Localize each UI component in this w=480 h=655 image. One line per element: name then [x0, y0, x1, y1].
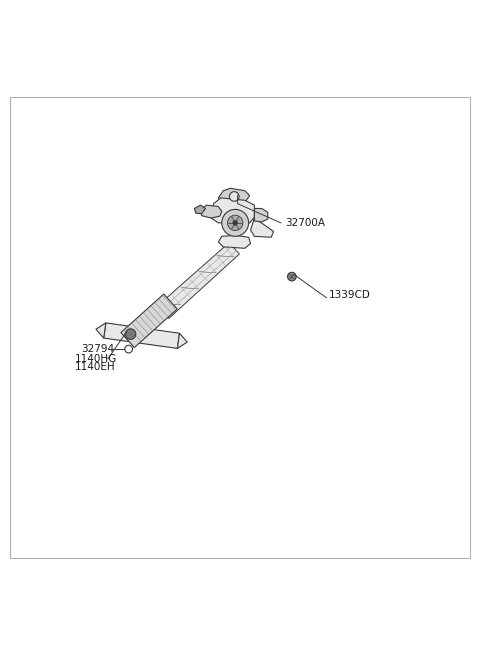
Circle shape [125, 329, 136, 339]
Polygon shape [251, 218, 274, 237]
Circle shape [222, 210, 249, 236]
Polygon shape [217, 255, 234, 257]
Circle shape [288, 272, 296, 281]
Polygon shape [157, 242, 240, 318]
Polygon shape [104, 323, 180, 348]
Polygon shape [194, 205, 205, 214]
Polygon shape [181, 288, 198, 289]
Text: 1339CD: 1339CD [329, 290, 371, 301]
Polygon shape [218, 188, 250, 204]
Text: 1140EH: 1140EH [74, 362, 115, 372]
Polygon shape [218, 235, 251, 248]
Polygon shape [199, 272, 216, 273]
Text: 32700A: 32700A [286, 218, 325, 228]
Text: 32794: 32794 [82, 344, 115, 354]
Polygon shape [211, 198, 254, 223]
Circle shape [229, 192, 239, 201]
Polygon shape [164, 303, 180, 305]
Circle shape [125, 345, 132, 353]
Polygon shape [96, 323, 106, 338]
Circle shape [233, 221, 238, 225]
Polygon shape [201, 205, 222, 218]
Polygon shape [121, 294, 177, 348]
Polygon shape [178, 333, 187, 348]
Polygon shape [254, 208, 268, 222]
Circle shape [228, 215, 243, 231]
Text: 1140HG: 1140HG [74, 354, 117, 364]
